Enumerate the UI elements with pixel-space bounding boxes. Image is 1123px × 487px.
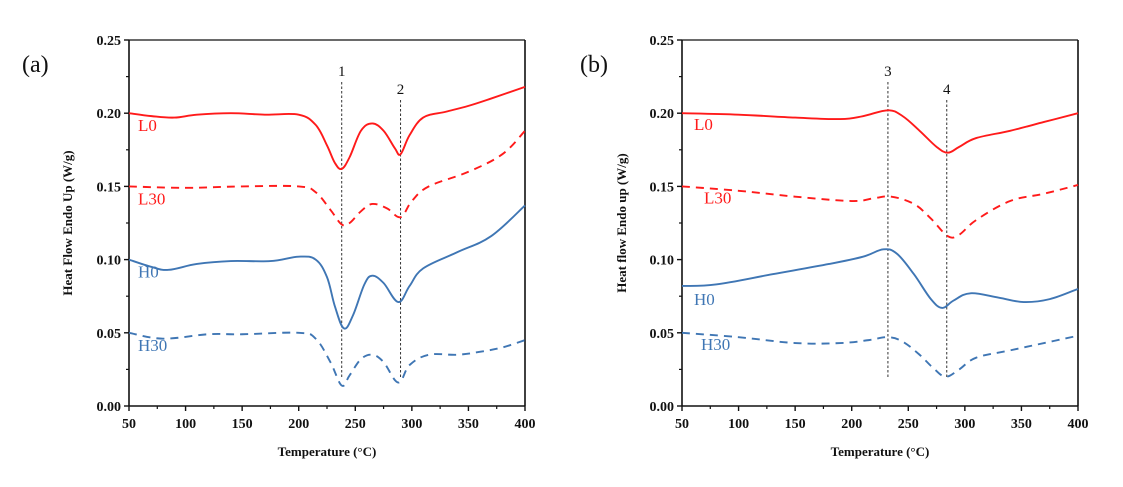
y-tick-label: 0.15 — [650, 180, 675, 195]
x-axis-title: Temperature (°C) — [278, 444, 377, 459]
x-tick-label: 300 — [954, 417, 975, 432]
y-tick-label: 0.00 — [650, 400, 675, 415]
series-line-l0 — [128, 85, 526, 170]
series-line-h0 — [681, 248, 1079, 309]
y-tick-label: 0.05 — [650, 327, 675, 342]
series-line-l0 — [681, 109, 1079, 154]
x-tick-label: 400 — [515, 417, 536, 432]
y-tick-label: 0.10 — [97, 254, 122, 269]
x-tick-label: 100 — [728, 417, 749, 432]
series-label: L0 — [694, 115, 713, 134]
series-label: H0 — [694, 290, 715, 309]
series-label: L30 — [704, 188, 731, 207]
x-tick-label: 400 — [1068, 417, 1089, 432]
x-tick-label: 50 — [122, 417, 136, 432]
x-axis-title: Temperature (°C) — [831, 444, 930, 459]
peak-marker-label: 4 — [943, 82, 951, 98]
y-tick-label: 0.15 — [97, 180, 122, 195]
y-axis-title: Heat flow Endo up (W/g) — [614, 153, 629, 292]
y-tick-label: 0.05 — [97, 327, 122, 342]
series-label: L0 — [138, 116, 157, 135]
y-tick-label: 0.20 — [650, 107, 675, 122]
x-tick-label: 300 — [401, 417, 422, 432]
panel-a: (a) 50 100 150 200 250 300 350 400 0.00 0.05 0.10 0.… — [22, 34, 536, 459]
y-tick-label: 0.20 — [97, 107, 122, 122]
panel-label: (b) — [580, 52, 608, 78]
x-tick-label: 200 — [288, 417, 309, 432]
series-line-l30 — [128, 130, 526, 227]
x-tick-label: 350 — [1011, 417, 1032, 432]
series-label: H30 — [138, 336, 167, 355]
series-line-h30 — [681, 331, 1079, 378]
x-tick-label: 250 — [345, 417, 366, 432]
series-label: L30 — [138, 189, 165, 208]
x-tick-label: 50 — [675, 417, 689, 432]
y-tick-label: 0.25 — [97, 34, 122, 49]
x-tick-label: 150 — [785, 417, 806, 432]
series-label: H30 — [701, 335, 730, 354]
y-tick-label: 0.10 — [650, 254, 675, 269]
peak-marker-label: 1 — [338, 64, 346, 80]
x-tick-label: 350 — [458, 417, 479, 432]
panel-b: (b) 50 100 150 200 250 300 350 400 0.00 0.05 0.10 0.… — [580, 34, 1089, 459]
y-tick-label: 0.25 — [650, 34, 675, 49]
x-tick-label: 250 — [898, 417, 919, 432]
series-label: H0 — [138, 263, 159, 282]
series-line-h0 — [128, 204, 526, 330]
y-axis-title: Heat Flow Endo Up (W/g) — [60, 150, 75, 295]
peak-marker-label: 3 — [884, 64, 892, 80]
x-tick-label: 100 — [175, 417, 196, 432]
peak-marker-label: 2 — [397, 82, 405, 98]
y-tick-label: 0.00 — [97, 400, 122, 415]
x-tick-label: 200 — [841, 417, 862, 432]
series-line-l30 — [681, 184, 1079, 239]
series-line-h30 — [128, 331, 526, 387]
x-tick-label: 150 — [232, 417, 253, 432]
panel-label: (a) — [22, 52, 49, 78]
